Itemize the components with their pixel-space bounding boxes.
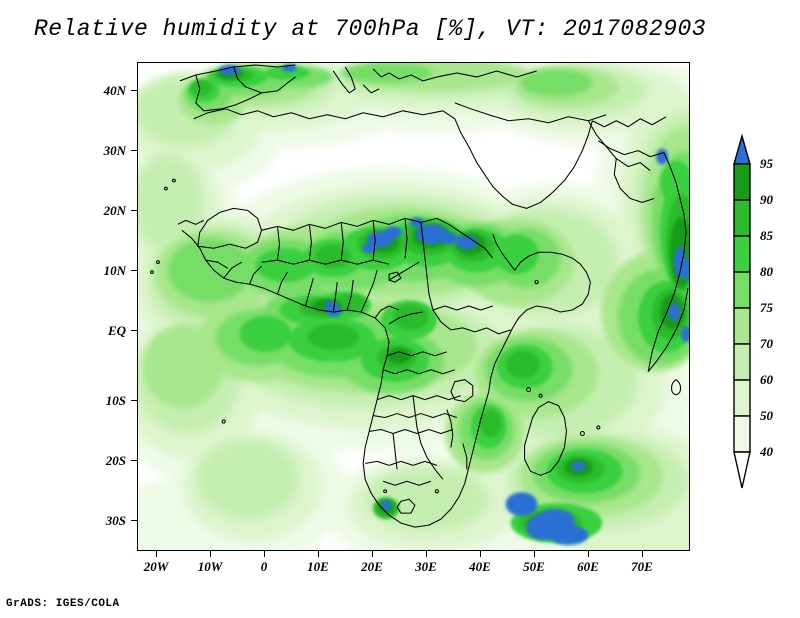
ytick-30S [131, 520, 137, 522]
xtick-label-0: 0 [260, 559, 268, 574]
xtick-label-60E: 60E [577, 559, 599, 574]
map-coastlines [150, 64, 689, 528]
colorbar-label-95: 95 [760, 156, 773, 171]
colorbar-label-80: 80 [760, 264, 773, 279]
xtick-10E [318, 551, 320, 557]
xtick-label-50E: 50E [523, 559, 545, 574]
colorbar-swatches [733, 133, 751, 489]
colorbar-label-85: 85 [760, 228, 773, 243]
colorbar-label-50: 50 [760, 408, 773, 423]
xtick-label-70E: 70E [631, 559, 653, 574]
xtick-label-10W: 10W [197, 559, 223, 574]
ytick-label-10S: 10S [105, 393, 126, 408]
colorbar-label-90: 90 [760, 192, 773, 207]
band-above-95 [218, 63, 689, 546]
ytick-label-20N: 20N [103, 203, 126, 218]
xtick-60E [588, 551, 590, 557]
ytick-30N [131, 150, 137, 152]
humidity-map-plot[interactable] [137, 62, 690, 551]
ytick-EQ [131, 330, 137, 332]
ytick-40N [131, 90, 137, 92]
xtick-70E [642, 551, 644, 557]
colorbar-label-60: 60 [760, 372, 773, 387]
colorbar-label-40: 40 [760, 444, 773, 459]
xtick-label-30E: 30E [415, 559, 437, 574]
ytick-label-10N: 10N [103, 263, 126, 278]
xtick-30E [426, 551, 428, 557]
ytick-label-30S: 30S [105, 513, 126, 528]
humidity-field [138, 63, 689, 550]
colorbar[interactable]: 95 90 85 80 75 70 60 50 40 [716, 126, 796, 498]
ytick-20N [131, 210, 137, 212]
ytick-label-20S: 20S [105, 453, 126, 468]
ytick-label-EQ: EQ [107, 323, 126, 338]
colorbar-label-70: 70 [760, 336, 773, 351]
xtick-0 [264, 551, 266, 557]
ytick-label-40N: 40N [103, 83, 126, 98]
ytick-10N [131, 270, 137, 272]
xtick-20E [372, 551, 374, 557]
xtick-10W [210, 551, 212, 557]
page-title: Relative humidity at 700hPa [%], VT: 201… [33, 16, 707, 42]
xtick-40E [480, 551, 482, 557]
grads-attribution: GrADS: IGES/COLA [6, 598, 120, 610]
ytick-label-30N: 30N [103, 143, 126, 158]
ytick-20S [131, 460, 137, 462]
xtick-label-40E: 40E [469, 559, 491, 574]
colorbar-label-75: 75 [760, 300, 773, 315]
xtick-50E [534, 551, 536, 557]
xtick-label-20E: 20E [361, 559, 383, 574]
xtick-label-20W: 20W [143, 559, 169, 574]
xtick-20W [156, 551, 158, 557]
ytick-10S [131, 400, 137, 402]
xtick-label-10E: 10E [307, 559, 329, 574]
